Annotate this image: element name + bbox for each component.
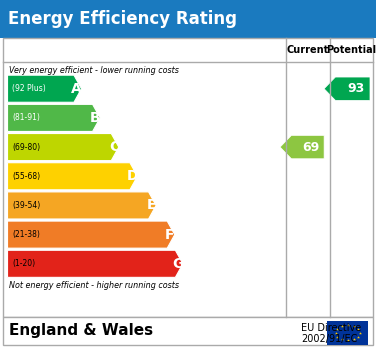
Polygon shape <box>8 221 175 248</box>
Text: Energy Efficiency Rating: Energy Efficiency Rating <box>8 10 237 28</box>
FancyBboxPatch shape <box>0 0 376 38</box>
Text: (55-68): (55-68) <box>12 172 40 181</box>
Polygon shape <box>8 134 119 161</box>
Text: D: D <box>127 169 138 183</box>
Text: (39-54): (39-54) <box>12 201 40 210</box>
Text: (92 Plus): (92 Plus) <box>12 84 46 93</box>
Text: (69-80): (69-80) <box>12 143 40 152</box>
Text: Very energy efficient - lower running costs: Very energy efficient - lower running co… <box>9 66 179 75</box>
Polygon shape <box>8 250 183 277</box>
Polygon shape <box>8 192 156 219</box>
Text: E: E <box>146 198 156 212</box>
Text: 2002/91/EC: 2002/91/EC <box>301 334 357 344</box>
FancyBboxPatch shape <box>327 321 368 345</box>
Polygon shape <box>324 77 370 100</box>
Text: F: F <box>165 228 174 242</box>
Text: G: G <box>172 257 184 271</box>
Text: 69: 69 <box>303 141 320 153</box>
Text: Potential: Potential <box>326 45 376 55</box>
Text: EU Directive: EU Directive <box>301 323 361 333</box>
Text: (21-38): (21-38) <box>12 230 40 239</box>
Text: Current: Current <box>287 45 329 55</box>
Text: C: C <box>109 140 119 154</box>
Text: (81-91): (81-91) <box>12 113 40 122</box>
Polygon shape <box>8 75 82 102</box>
Text: England & Wales: England & Wales <box>9 323 153 338</box>
Polygon shape <box>8 104 100 132</box>
FancyBboxPatch shape <box>3 38 373 317</box>
Text: Not energy efficient - higher running costs: Not energy efficient - higher running co… <box>9 281 179 290</box>
Polygon shape <box>280 135 324 159</box>
Polygon shape <box>8 163 138 190</box>
Text: B: B <box>90 111 100 125</box>
Text: (1-20): (1-20) <box>12 259 35 268</box>
Text: A: A <box>71 82 82 96</box>
Text: 93: 93 <box>347 82 365 95</box>
FancyBboxPatch shape <box>3 317 373 345</box>
